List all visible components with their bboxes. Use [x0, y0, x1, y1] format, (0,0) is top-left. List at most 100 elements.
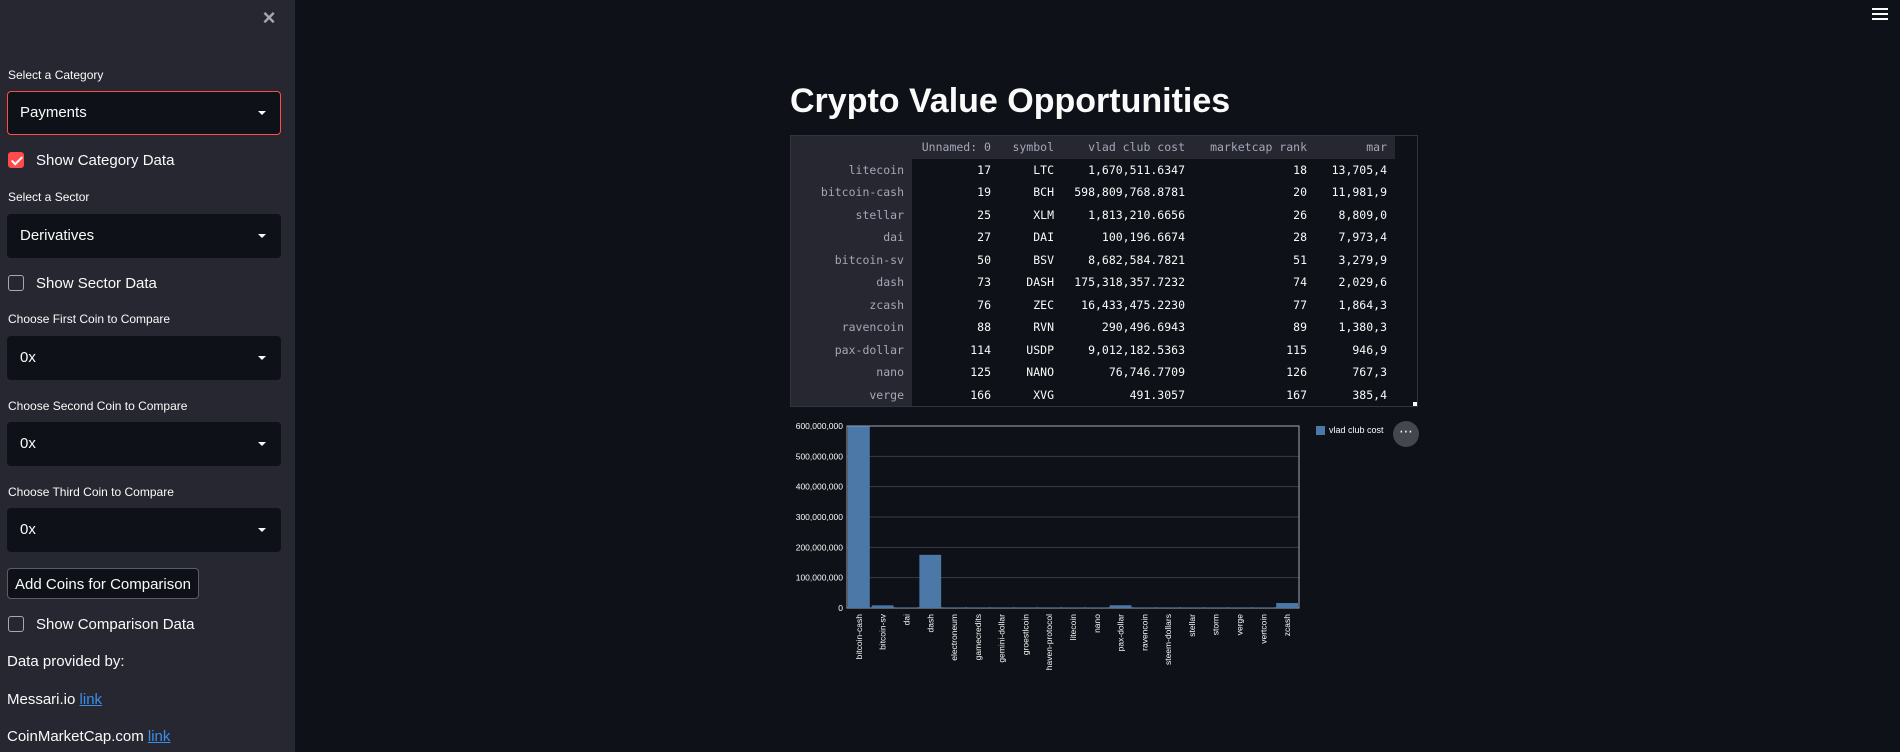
table-cell[interactable]: XLM — [1033, 207, 1054, 222]
table-cell[interactable]: 19 — [977, 185, 991, 200]
table-cell[interactable]: 1,813,210.6656 — [1088, 207, 1185, 222]
column-header[interactable]: marketcap rank — [1193, 136, 1315, 159]
table-cell[interactable]: 946,9 — [1352, 342, 1387, 357]
table-cell[interactable]: 3,279,9 — [1338, 252, 1387, 267]
row-index[interactable]: dash — [791, 271, 912, 294]
cmc-name: CoinMarketCap.com — [7, 728, 144, 745]
table-cell[interactable]: 20 — [1293, 185, 1307, 200]
table-cell[interactable]: 76,746.7709 — [1108, 365, 1185, 380]
table-cell[interactable]: 598,809,768.8781 — [1074, 185, 1185, 200]
table-cell[interactable]: 1,864,3 — [1338, 297, 1387, 312]
y-tick-label: 0 — [838, 603, 843, 613]
table-cell[interactable]: 88 — [977, 320, 991, 335]
table-cell[interactable]: 11,981,9 — [1331, 185, 1387, 200]
category-select[interactable]: Payments — [7, 91, 281, 135]
table-cell[interactable]: 126 — [1286, 365, 1307, 380]
table-cell[interactable]: 767,3 — [1352, 365, 1387, 380]
row-index[interactable]: bitcoin-cash — [791, 181, 912, 204]
row-index[interactable]: pax-dollar — [791, 338, 912, 361]
table-cell[interactable]: 115 — [1286, 342, 1307, 357]
row-index[interactable]: verge — [791, 383, 912, 406]
bar — [871, 605, 894, 608]
table-cell[interactable]: 77 — [1293, 297, 1307, 312]
table-cell[interactable]: LTC — [1033, 162, 1054, 177]
row-index[interactable]: litecoin — [791, 158, 912, 181]
table-cell[interactable]: 16,433,475.2230 — [1081, 297, 1185, 312]
table-cell[interactable]: 74 — [1293, 275, 1307, 290]
close-sidebar-icon[interactable]: × — [262, 5, 276, 30]
table-cell[interactable]: 290,496.6943 — [1101, 320, 1185, 335]
table-cell[interactable]: USDP — [1026, 342, 1054, 357]
table-cell[interactable]: 50 — [977, 252, 991, 267]
sector-select[interactable]: Derivatives — [7, 214, 281, 258]
row-index[interactable]: bitcoin-sv — [791, 248, 912, 271]
show-category-checkbox[interactable]: Show Category Data — [8, 150, 174, 170]
column-header[interactable]: mar — [1315, 136, 1395, 159]
more-options-icon[interactable]: ⋯ — [1393, 421, 1419, 447]
table-cell[interactable]: 27 — [977, 230, 991, 245]
data-table[interactable]: Unnamed: 0 symbol vlad club cost marketc… — [790, 135, 1418, 407]
table-cell[interactable]: 125 — [970, 365, 991, 380]
table-cell[interactable]: 13,705,4 — [1331, 162, 1387, 177]
column-header[interactable]: vlad club cost — [1062, 136, 1193, 159]
table-cell[interactable]: 114 — [970, 342, 991, 357]
table-cell[interactable]: 89 — [1293, 320, 1307, 335]
first-coin-select[interactable]: 0x — [7, 336, 281, 380]
checkbox-unchecked-icon[interactable] — [8, 275, 24, 291]
x-tick-label: dai — [901, 614, 911, 625]
table-cell[interactable]: 175,318,357.7232 — [1074, 275, 1185, 290]
row-index[interactable]: nano — [791, 361, 912, 384]
table-cell[interactable]: 1,380,3 — [1338, 320, 1387, 335]
messari-link[interactable]: link — [79, 691, 103, 708]
row-index[interactable]: ravencoin — [791, 316, 912, 339]
table-cell[interactable]: 25 — [977, 207, 991, 222]
table-resize-handle[interactable] — [1413, 402, 1417, 406]
table-cell[interactable]: 491.3057 — [1129, 387, 1185, 402]
table-cell[interactable]: ZEC — [1033, 297, 1054, 312]
table-cell[interactable]: DAI — [1033, 230, 1054, 245]
chart-legend: vlad club cost — [1316, 425, 1384, 435]
table-cell[interactable]: XVG — [1033, 387, 1054, 402]
table-cell[interactable]: 76 — [977, 297, 991, 312]
row-index[interactable]: zcash — [791, 293, 912, 316]
bar-chart: 0 100,000,000 200,000,000 300,000,000 400,00… — [796, 421, 1300, 670]
table-cell[interactable]: 167 — [1286, 387, 1307, 402]
second-coin-select[interactable]: 0x — [7, 422, 281, 466]
table-cell[interactable]: BCH — [1033, 185, 1054, 200]
x-tick-label: zcash — [1282, 614, 1292, 636]
table-cell[interactable]: 100,196.6674 — [1101, 230, 1185, 245]
checkbox-unchecked-icon[interactable] — [8, 616, 24, 632]
table-cell[interactable]: DASH — [1026, 275, 1054, 290]
chevron-down-icon — [258, 111, 266, 115]
add-coins-button[interactable]: Add Coins for Comparison — [7, 568, 199, 599]
table-cell[interactable]: 28 — [1293, 230, 1307, 245]
hamburger-menu-icon[interactable] — [1872, 8, 1888, 22]
table-cell[interactable]: 8,809,0 — [1338, 207, 1387, 222]
table-cell[interactable]: RVN — [1033, 320, 1054, 335]
table-cell[interactable]: BSV — [1033, 252, 1054, 267]
table-cell[interactable]: 51 — [1293, 252, 1307, 267]
table-cell[interactable]: 2,029,6 — [1338, 275, 1387, 290]
third-coin-select[interactable]: 0x — [7, 508, 281, 552]
table-cell[interactable]: 18 — [1293, 162, 1307, 177]
show-sector-checkbox[interactable]: Show Sector Data — [8, 273, 157, 293]
table-cell[interactable]: NANO — [1026, 365, 1054, 380]
table-cell[interactable]: 9,012,182.5363 — [1088, 342, 1185, 357]
row-index[interactable]: stellar — [791, 203, 912, 226]
cmc-link[interactable]: link — [147, 728, 171, 745]
show-comparison-checkbox[interactable]: Show Comparison Data — [8, 614, 194, 634]
table-cell[interactable]: 385,4 — [1352, 387, 1387, 402]
table-cell[interactable]: 26 — [1293, 207, 1307, 222]
column-header[interactable]: Unnamed: 0 — [912, 136, 999, 159]
table-cell[interactable]: 8,682,584.7821 — [1088, 252, 1185, 267]
bar — [895, 607, 918, 608]
table-cell[interactable]: 166 — [970, 387, 991, 402]
table-cell[interactable]: 73 — [977, 275, 991, 290]
column-header[interactable]: symbol — [999, 136, 1062, 159]
table-cell[interactable]: 1,670,511.6347 — [1088, 162, 1185, 177]
table-cell[interactable]: 7,973,4 — [1338, 230, 1387, 245]
checkbox-checked-icon[interactable] — [8, 152, 24, 168]
table-cell[interactable]: 17 — [977, 162, 991, 177]
x-tick-label: electroneum — [949, 614, 959, 661]
row-index[interactable]: dai — [791, 226, 912, 249]
